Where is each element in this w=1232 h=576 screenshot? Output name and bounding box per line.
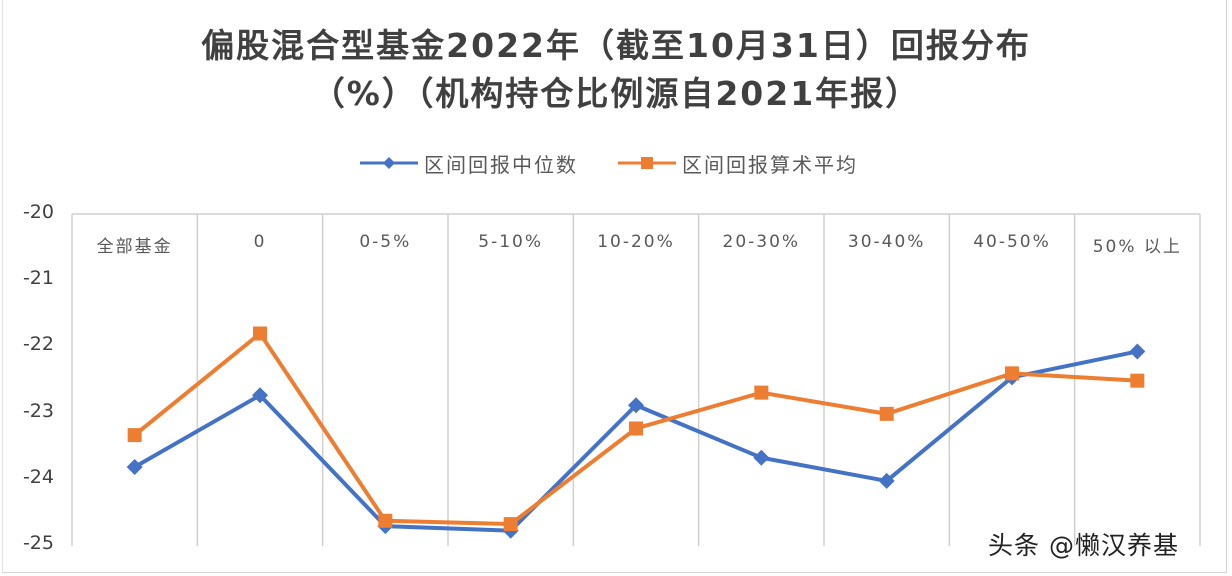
median-line [133,349,1138,533]
square-marker-icon [754,385,769,400]
square-marker-icon [618,157,676,169]
legend-item-median: 区间回报中位数 [360,149,578,178]
x-category-label: 0 [253,232,267,252]
y-tick: -25 [22,532,54,554]
square-marker-icon [879,406,894,421]
y-tick: -22 [22,333,54,355]
chart-title-line-2: （%）（机构持仓比例源自2021年报） [311,74,921,113]
diamond-marker-icon [878,472,895,489]
watermark: 头条 @懒汉养基 [988,531,1179,560]
y-tick: -21 [22,267,54,289]
square-marker-icon [127,428,142,443]
y-tick: -23 [22,400,54,422]
x-category-label: 全部基金 [96,237,173,257]
x-category-label: 40-50% [973,232,1051,252]
chart-title-line-1: 偏股混合型基金2022年（截至10月31日）回报分布 [201,26,1031,65]
legend-label-median: 区间回报中位数 [424,152,578,177]
square-marker-icon [378,513,393,528]
square-marker-icon [629,421,643,436]
diamond-marker-icon [628,397,644,414]
x-category-label: 50% 以上 [1092,237,1182,257]
square-marker-icon [1005,366,1019,381]
square-marker-icon [503,517,518,532]
legend-item-mean: 区间回报算术平均 [618,149,858,178]
square-marker-icon [1130,373,1145,388]
diamond-marker-icon [126,458,143,475]
x-category-label: 5-10% [478,232,544,252]
legend: 区间回报中位数 区间回报算术平均 [360,148,858,178]
y-tick: -24 [22,466,54,488]
diamond-marker-icon [252,387,268,404]
diamond-marker-icon [360,157,418,169]
x-category-label: 10-20% [597,232,675,252]
x-category-label: 30-40% [847,232,926,252]
diamond-marker-icon [753,449,770,466]
square-marker-icon [253,326,267,341]
legend-label-mean: 区间回报算术平均 [682,152,858,177]
diamond-marker-icon [1129,343,1146,360]
x-category-label: 20-30% [722,232,801,252]
x-category-label: 0-5% [359,232,412,252]
y-tick: -20 [22,201,54,223]
